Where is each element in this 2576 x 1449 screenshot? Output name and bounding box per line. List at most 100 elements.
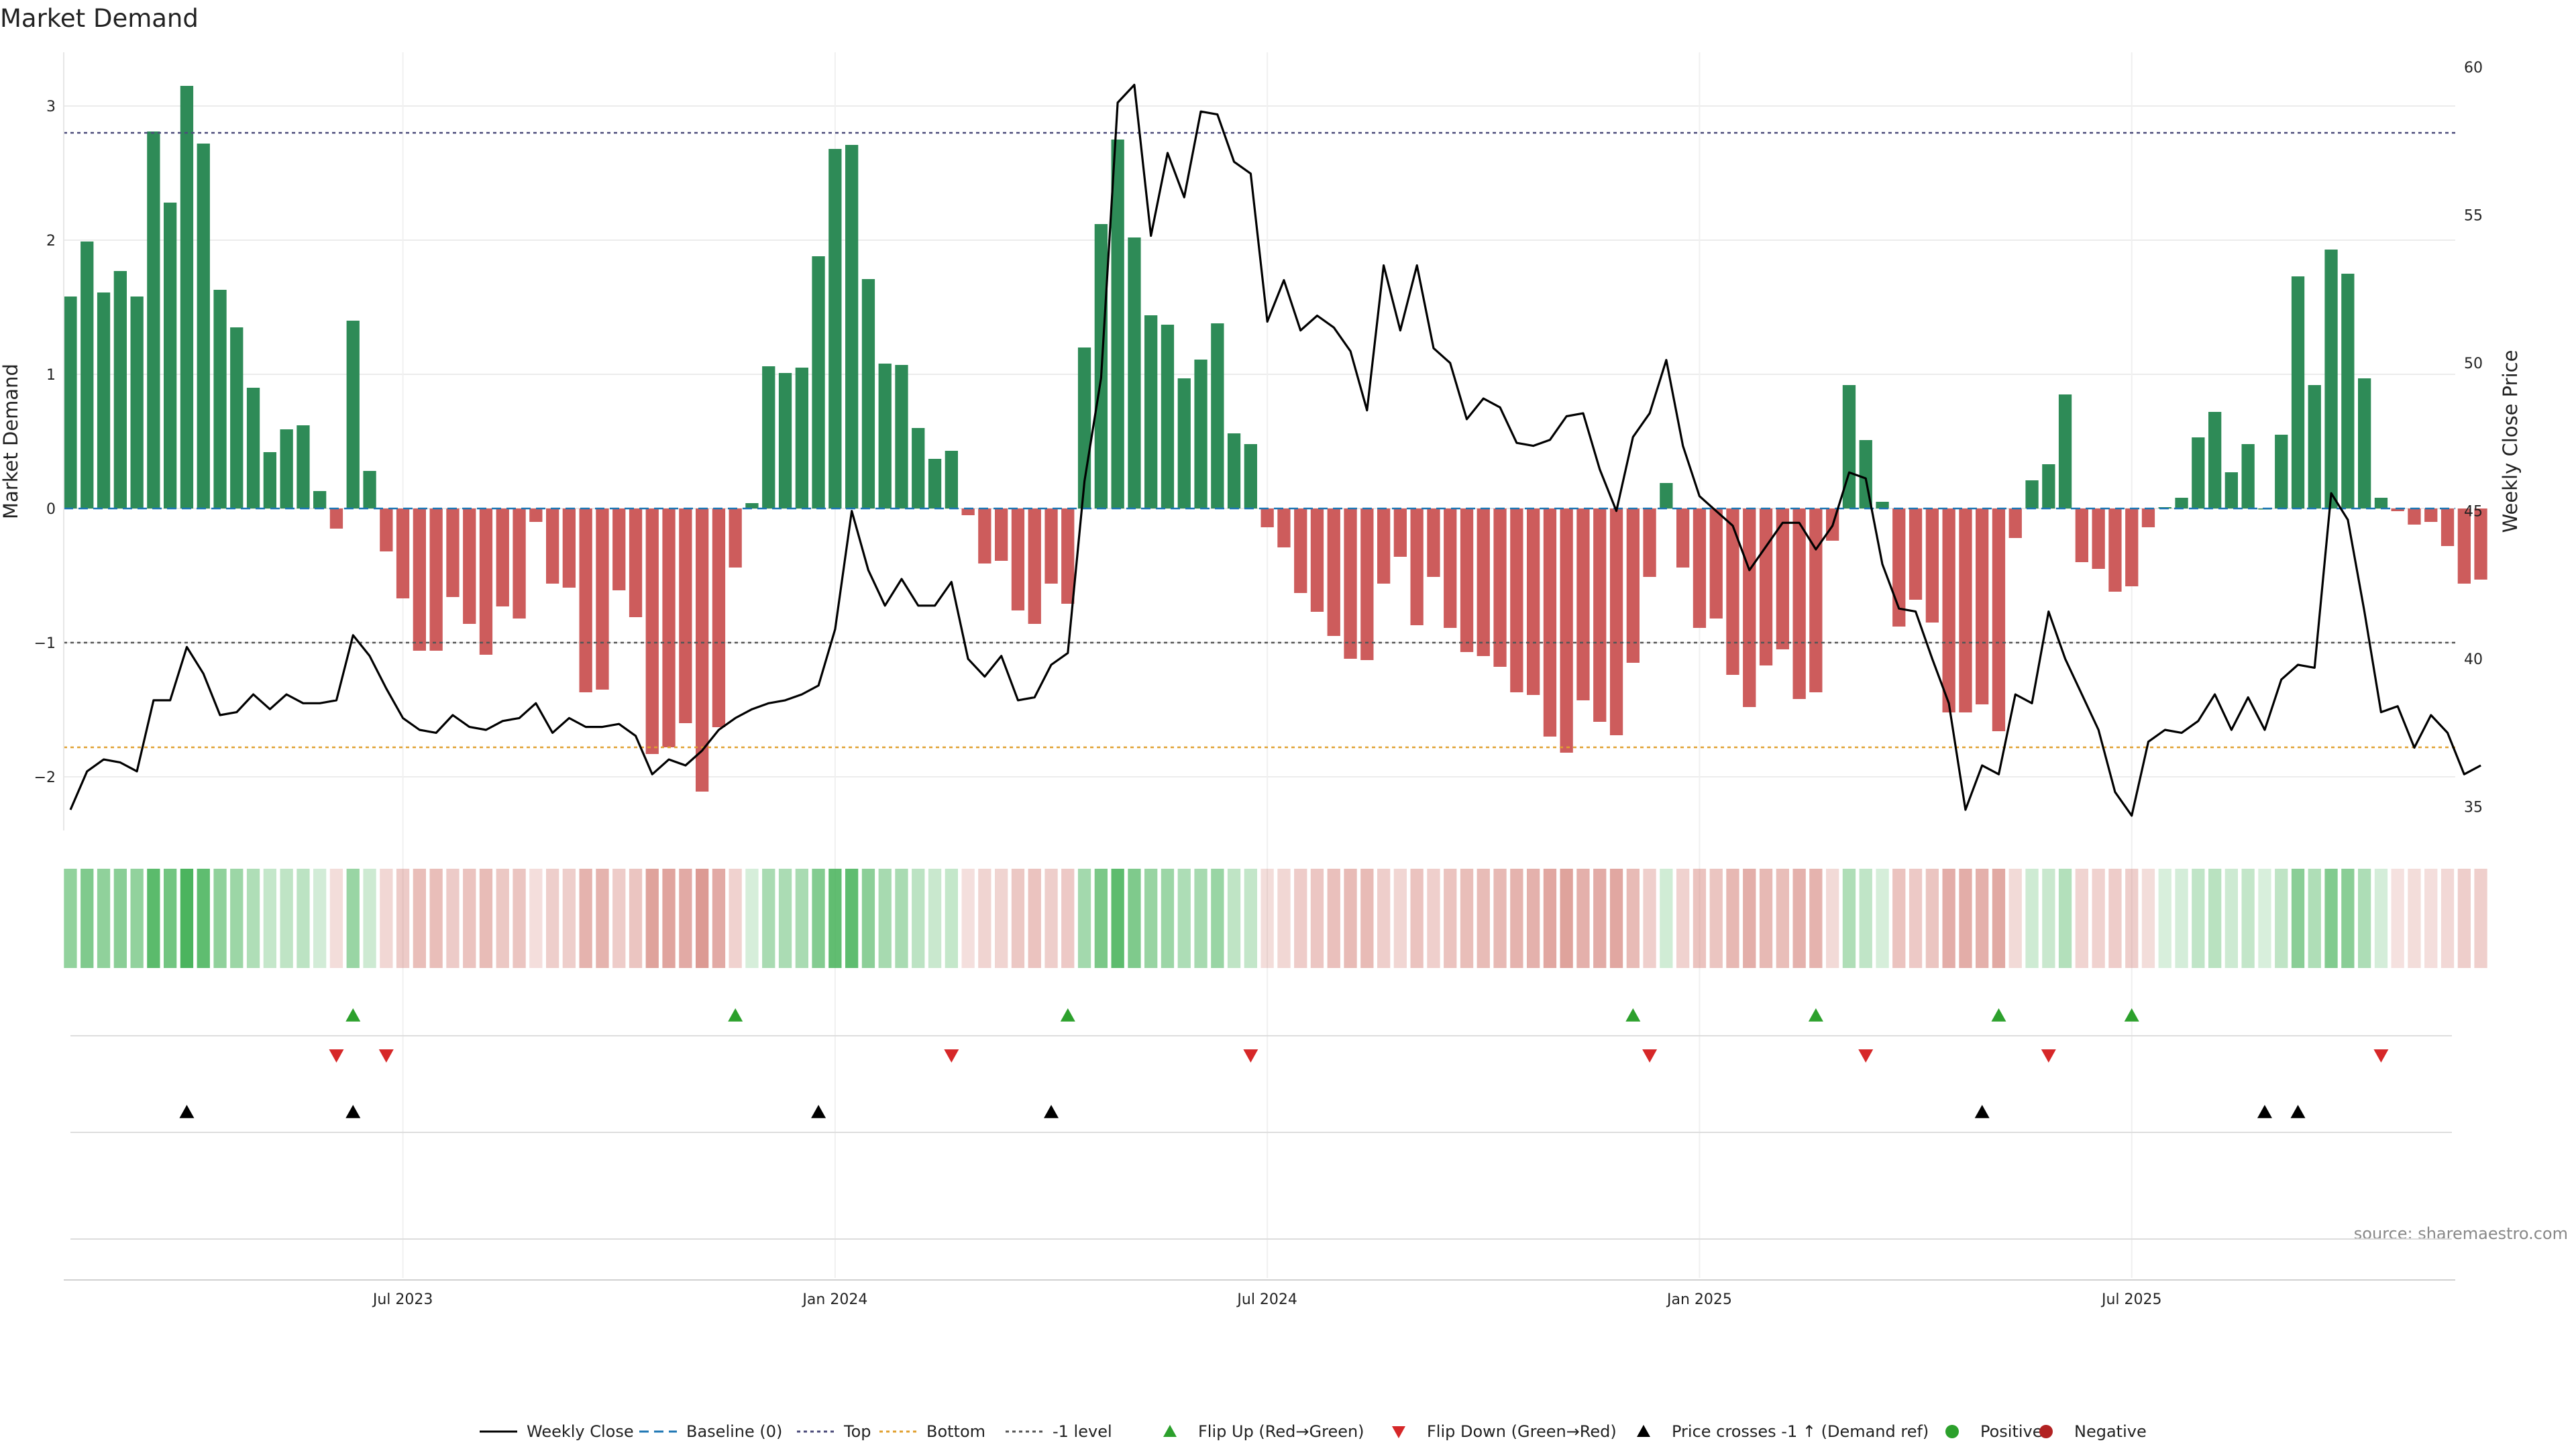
heat-cell [2374, 869, 2388, 968]
heat-cell [1211, 869, 1224, 968]
price-cross-marker [1974, 1105, 1990, 1118]
flip-down-marker [2373, 1049, 2389, 1063]
demand-bar [762, 366, 775, 508]
heat-cell [1643, 869, 1656, 968]
legend-item-bottom: Bottom [879, 1422, 985, 1441]
right-axis-title: Weekly Close Price [2499, 350, 2522, 533]
chart-title: Market Demand [0, 4, 199, 33]
demand-bar [1477, 508, 1490, 656]
heat-cell [745, 869, 759, 968]
demand-bar [2075, 508, 2088, 562]
demand-bar [529, 508, 543, 522]
legend-label: -1 level [1053, 1422, 1112, 1441]
demand-bar [130, 297, 144, 508]
heat-cell [1011, 869, 1025, 968]
heat-cell [579, 869, 592, 968]
heat-cell [2008, 869, 2022, 968]
legend-swatch-flip-up [1163, 1425, 1177, 1437]
heat-cell [2324, 869, 2338, 968]
demand-bar [230, 327, 244, 508]
heat-cell [413, 869, 426, 968]
demand-bar [912, 428, 925, 508]
heat-cell [1128, 869, 1141, 968]
demand-bar [1776, 508, 1789, 649]
demand-bar [346, 321, 360, 508]
demand-bar [2241, 444, 2255, 508]
heat-cell [1227, 869, 1241, 968]
heat-cell [479, 869, 493, 968]
price-cross-marker [2257, 1105, 2272, 1118]
heat-cell [1859, 869, 1872, 968]
demand-bar [1759, 508, 1773, 665]
price-cross-marker [2290, 1105, 2306, 1118]
right-tick-label: 55 [2464, 208, 2483, 225]
heat-cell [2092, 869, 2105, 968]
heat-cell [2025, 869, 2039, 968]
legend-label: Weekly Close [527, 1422, 634, 1441]
heat-cell [928, 869, 942, 968]
demand-bar [297, 425, 310, 508]
demand-bar [1161, 325, 1175, 508]
heat-cell [1460, 869, 1474, 968]
x-tick-label: Jan 2025 [1666, 1291, 1732, 1308]
heat-cell [612, 869, 626, 968]
demand-bar [1543, 508, 1557, 737]
heat-cell [1294, 869, 1307, 968]
heat-cell [978, 869, 991, 968]
demand-bar [1676, 508, 1690, 568]
heat-cell [1576, 869, 1590, 968]
heat-cell [895, 869, 908, 968]
right-tick-label: 35 [2464, 800, 2483, 816]
demand-bar [2108, 508, 2122, 592]
demand-bar [1393, 508, 1407, 557]
demand-bar [2175, 498, 2188, 508]
right-tick-label: 50 [2464, 356, 2483, 372]
heat-cell [696, 869, 709, 968]
demand-bar [1976, 508, 1989, 704]
heat-cell [1077, 869, 1091, 968]
heat-cell [1111, 869, 1124, 968]
heat-cell [2158, 869, 2171, 968]
heat-cell [2341, 869, 2355, 968]
demand-bar [895, 365, 908, 508]
demand-bar [928, 459, 942, 508]
price-cross-marker [1044, 1105, 1059, 1118]
demand-bar [1427, 508, 1440, 577]
heat-cell [64, 869, 77, 968]
heat-cell [1194, 869, 1208, 968]
demand-bar [1809, 508, 1823, 692]
left-tick-label: 2 [46, 233, 56, 250]
heat-cell [363, 869, 376, 968]
demand-bar [280, 429, 293, 508]
legend-item-minus-one: -1 level [1006, 1422, 1112, 1441]
price-cross-marker [811, 1105, 826, 1118]
demand-bar [978, 508, 991, 564]
legend-label: Negative [2074, 1422, 2147, 1441]
demand-bar [479, 508, 493, 655]
demand-bar [795, 368, 808, 508]
demand-bar [729, 508, 742, 568]
demand-bar [1277, 508, 1291, 547]
heat-cell [147, 869, 160, 968]
legend-label: Flip Down (Green→Red) [1427, 1422, 1617, 1441]
demand-bar [612, 508, 626, 590]
demand-bar [1493, 508, 1507, 667]
left-tick-label: −2 [34, 769, 56, 786]
heat-cell [1510, 869, 1523, 968]
heat-cell [1061, 869, 1075, 968]
demand-bar [64, 297, 77, 508]
price-cross-marker [179, 1105, 195, 1118]
demand-bar [995, 508, 1008, 561]
demand-bar [147, 131, 160, 508]
price-line-layer [69, 83, 2481, 817]
flip-up-marker [1625, 1008, 1641, 1022]
heat-cell [912, 869, 925, 968]
heat-cell [180, 869, 194, 968]
demand-bar [828, 149, 842, 508]
flip-up-marker [2124, 1008, 2139, 1022]
heat-cell [1044, 869, 1058, 968]
demand-bar [2224, 472, 2238, 508]
heat-cell [2042, 869, 2055, 968]
heat-cell [812, 869, 825, 968]
